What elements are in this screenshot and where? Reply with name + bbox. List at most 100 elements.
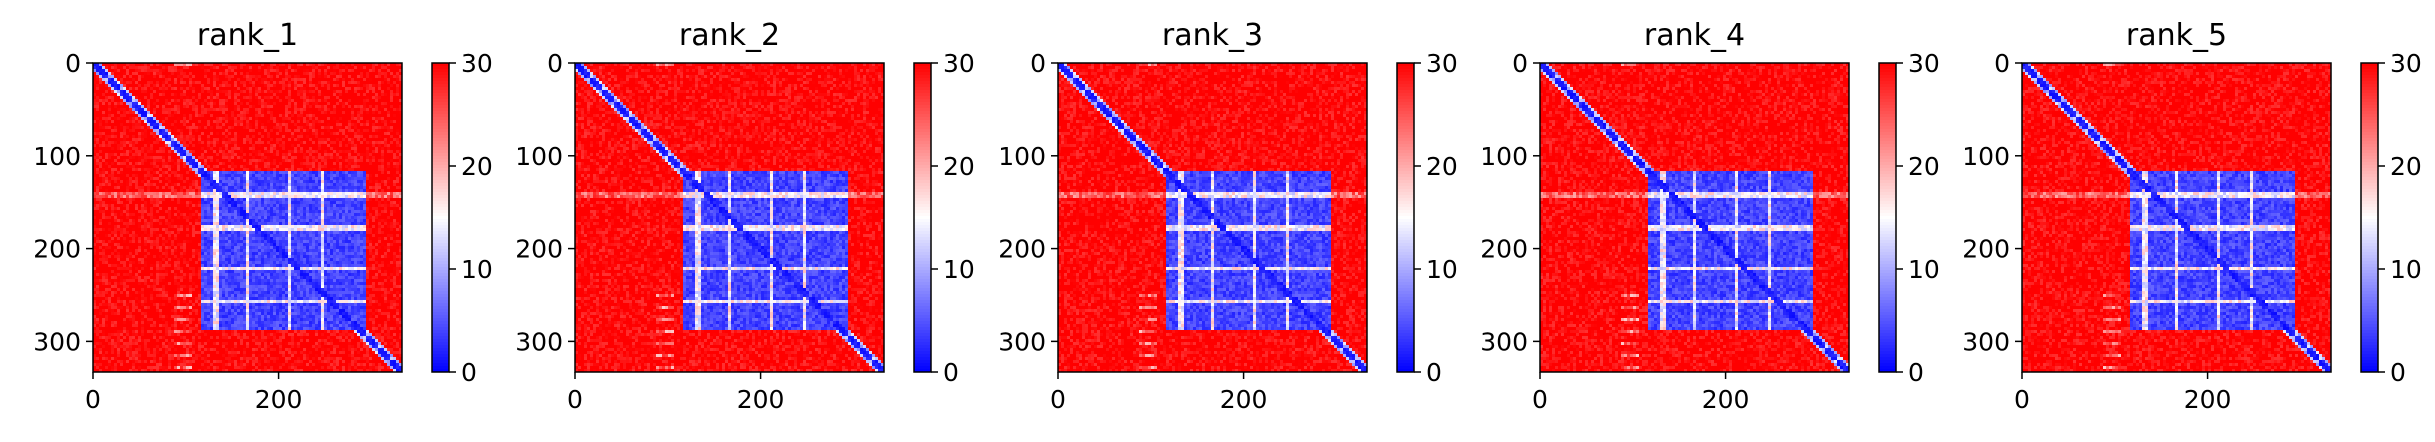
heatmap-cell [120, 138, 123, 141]
heatmap-cell [363, 171, 366, 174]
heatmap-cell [282, 141, 285, 144]
heatmap-cell [99, 144, 102, 147]
heatmap-cell [99, 69, 102, 72]
heatmap-cell [192, 114, 195, 117]
heatmap-cell [276, 177, 279, 180]
heatmap-cell [360, 129, 363, 132]
heatmap-cell [105, 162, 108, 165]
heatmap-cell [252, 138, 255, 141]
heatmap-cell [108, 90, 111, 93]
heatmap-cell [183, 72, 186, 75]
heatmap-cell [360, 144, 363, 147]
heatmap-cell [126, 171, 129, 174]
heatmap-cell [369, 105, 372, 108]
heatmap-cell [369, 84, 372, 87]
heatmap-cell [180, 123, 183, 126]
heatmap-cell [273, 111, 276, 114]
heatmap-cell [327, 138, 330, 141]
heatmap-cell [138, 66, 141, 69]
heatmap-cell [198, 186, 201, 189]
heatmap-cell [396, 195, 399, 198]
heatmap-cell [141, 117, 144, 120]
heatmap-cell [228, 177, 231, 180]
heatmap-cell [240, 135, 243, 138]
heatmap-cell [219, 108, 222, 111]
heatmap-cell [288, 198, 291, 201]
heatmap-cell [237, 138, 240, 141]
heatmap-cell [273, 135, 276, 138]
heatmap-cell [393, 126, 396, 129]
heatmap-cell [177, 165, 180, 168]
heatmap-cell [108, 168, 111, 171]
heatmap-cell [381, 177, 384, 180]
heatmap-cell [174, 147, 177, 150]
heatmap-cell [261, 66, 264, 69]
heatmap-cell [108, 105, 111, 108]
heatmap-cell [330, 201, 333, 204]
heatmap-cell [372, 105, 375, 108]
heatmap-cell [246, 81, 249, 84]
heatmap-cell [285, 168, 288, 171]
heatmap-cell [138, 75, 141, 78]
heatmap-cell [357, 117, 360, 120]
heatmap-cell [174, 156, 177, 159]
heatmap-cell [255, 168, 258, 171]
heatmap-cell [387, 69, 390, 72]
heatmap-cell [102, 159, 105, 162]
heatmap-cell [99, 129, 102, 132]
heatmap-cell [204, 156, 207, 159]
heatmap-cell [228, 180, 231, 183]
heatmap-cell [102, 129, 105, 132]
heatmap-cell [222, 192, 225, 195]
heatmap-cell [264, 147, 267, 150]
heatmap-cell [369, 81, 372, 84]
heatmap-cell [123, 180, 126, 183]
heatmap-cell [204, 204, 207, 207]
heatmap-cell [285, 120, 288, 123]
heatmap-cell [336, 108, 339, 111]
heatmap-cell [111, 126, 114, 129]
heatmap-cell [348, 66, 351, 69]
heatmap-cell [336, 141, 339, 144]
heatmap-cell [96, 207, 99, 210]
heatmap-cell [318, 129, 321, 132]
heatmap-cell [189, 147, 192, 150]
heatmap-cell [321, 99, 324, 102]
heatmap-cell [252, 84, 255, 87]
heatmap-cell [129, 201, 132, 204]
heatmap-cell [396, 72, 399, 75]
heatmap-cell [366, 90, 369, 93]
heatmap-cell [336, 147, 339, 150]
heatmap-cell [123, 69, 126, 72]
heatmap-cell [390, 183, 393, 186]
heatmap-cell [273, 84, 276, 87]
heatmap-cell [234, 120, 237, 123]
heatmap-cell [111, 162, 114, 165]
heatmap-cell [126, 150, 129, 153]
heatmap-cell [276, 144, 279, 147]
heatmap-cell [99, 96, 102, 99]
heatmap-cell [213, 102, 216, 105]
heatmap-cell [222, 207, 225, 210]
heatmap-cell [153, 168, 156, 171]
heatmap-cell [393, 198, 396, 201]
heatmap-cell [279, 189, 282, 192]
heatmap-cell [387, 147, 390, 150]
heatmap-cell [168, 123, 171, 126]
heatmap-cell [96, 138, 99, 141]
heatmap-cell [273, 177, 276, 180]
heatmap-cell [192, 141, 195, 144]
heatmap-cell [231, 171, 234, 174]
heatmap-cell [195, 96, 198, 99]
heatmap-cell [297, 153, 300, 156]
heatmap-cell [96, 147, 99, 150]
heatmap-cell [144, 126, 147, 129]
heatmap-cell [309, 156, 312, 159]
heatmap-cell [348, 201, 351, 204]
heatmap-cell [342, 114, 345, 117]
heatmap-cell [111, 132, 114, 135]
heatmap-cell [321, 72, 324, 75]
heatmap-cell [111, 117, 114, 120]
heatmap-cell [99, 132, 102, 135]
heatmap-cell [216, 204, 219, 207]
